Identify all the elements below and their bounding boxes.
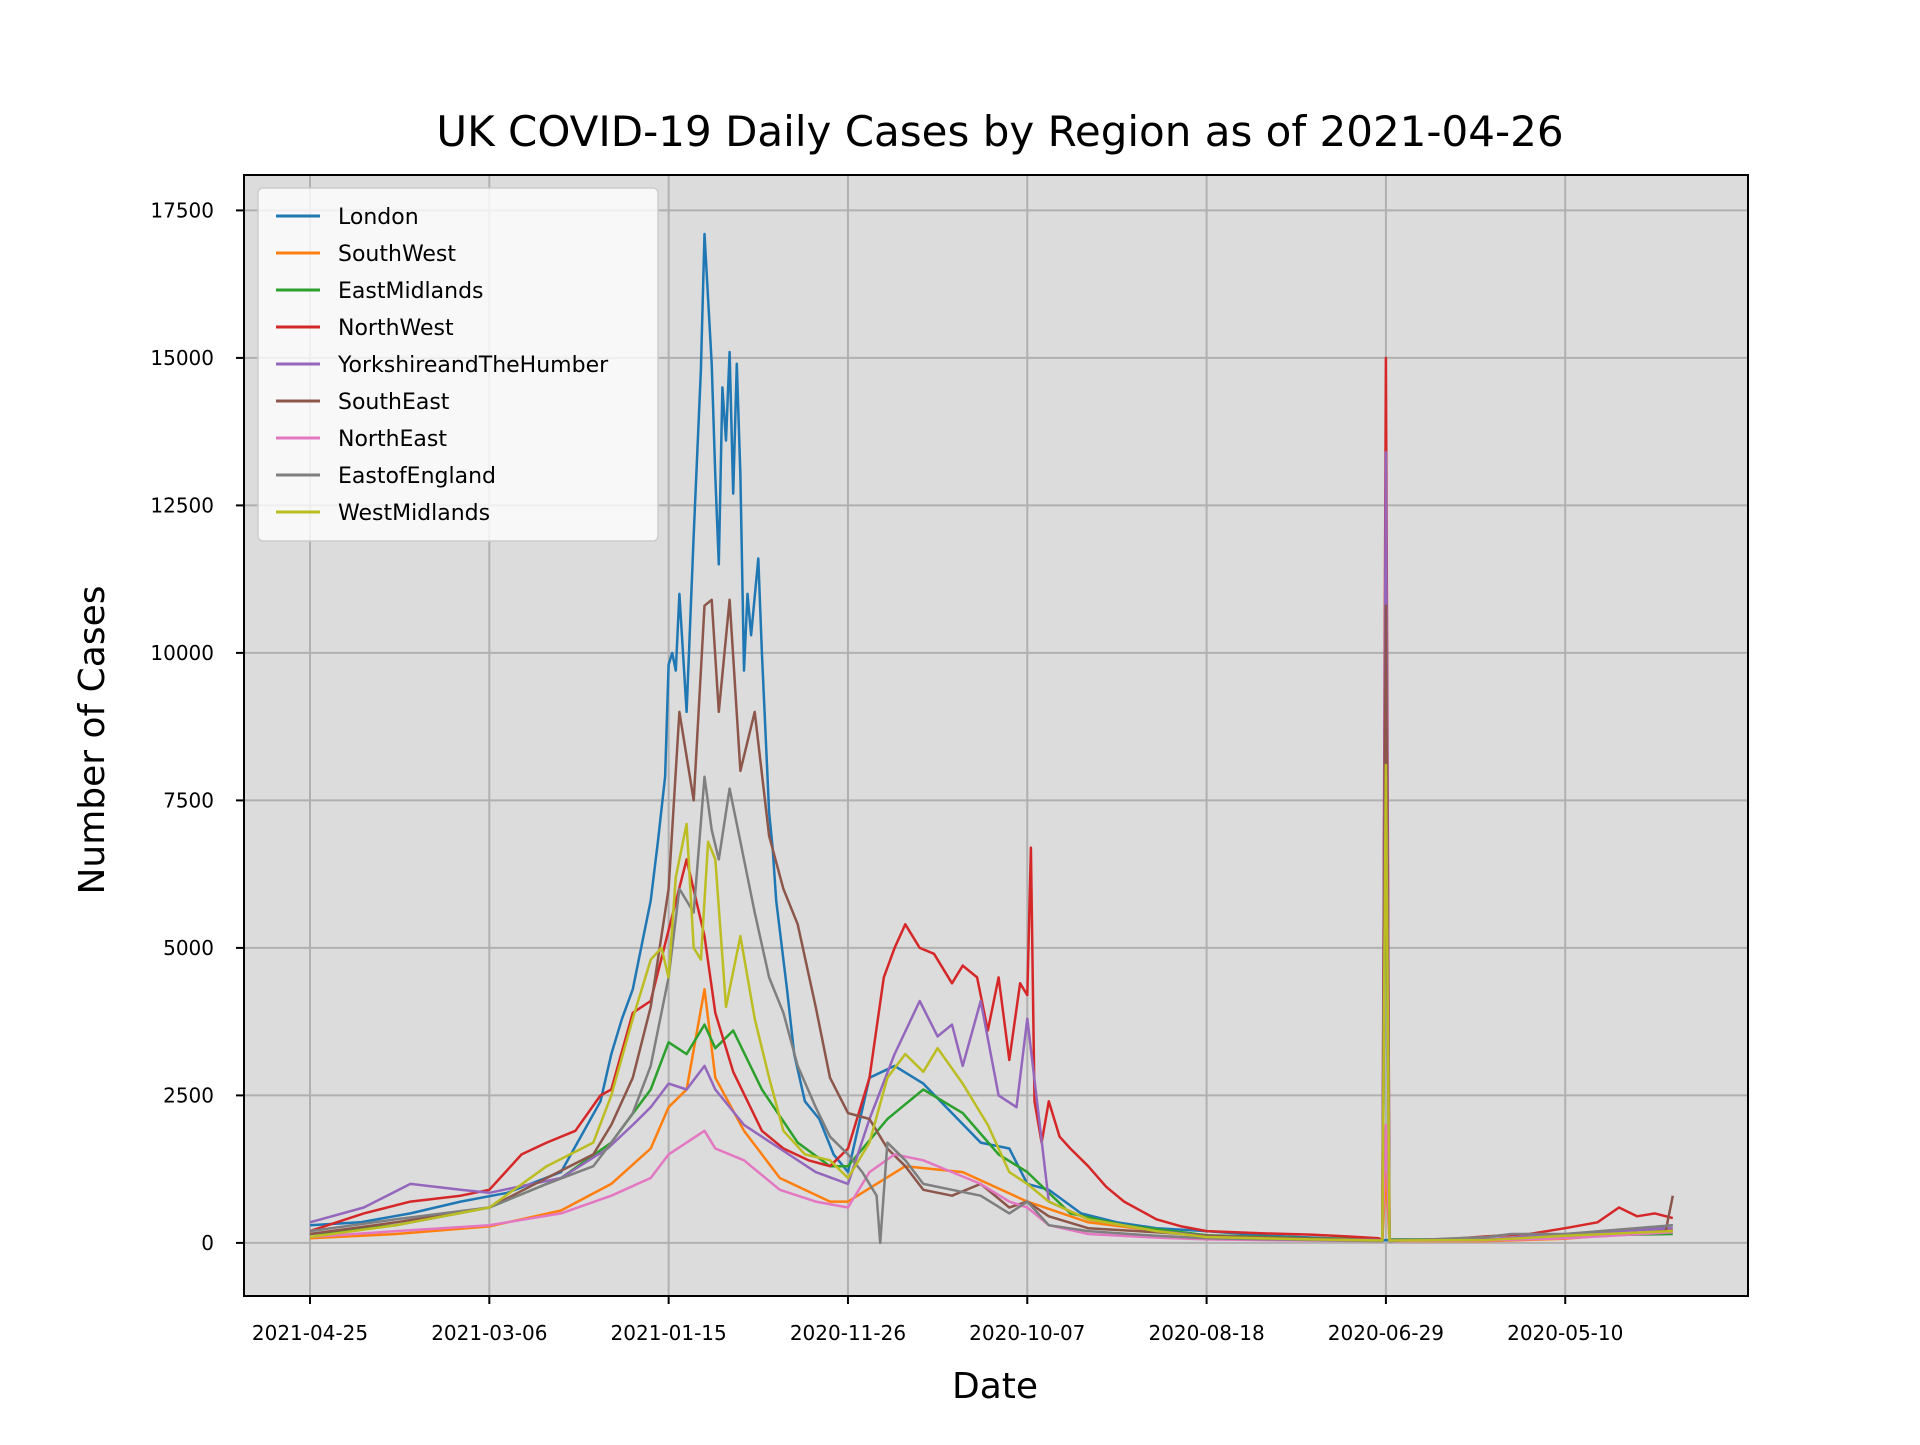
x-tick-label: 2020-05-10	[1507, 1321, 1623, 1345]
x-tick-label: 2021-04-25	[252, 1321, 368, 1345]
x-tick-label: 2020-06-29	[1328, 1321, 1444, 1345]
chart-title: UK COVID-19 Daily Cases by Region as of …	[436, 107, 1563, 156]
legend-label: EastMidlands	[338, 279, 484, 304]
legend-label: EastofEngland	[338, 464, 496, 489]
legend-label: SouthEast	[338, 390, 450, 415]
x-axis: 2021-04-25 2021-03-06 2021-01-15 2020-11-26…	[252, 1296, 1623, 1345]
series-line-WestMidlands	[309, 763, 1673, 1242]
y-tick-label: 2500	[163, 1083, 214, 1107]
legend-label: NorthEast	[338, 427, 447, 452]
y-tick-label: 5000	[163, 936, 214, 960]
x-tick-label: 2020-08-18	[1148, 1321, 1264, 1345]
legend: London SouthWest EastMidlands NorthWest York…	[257, 187, 659, 542]
x-tick-label: 2020-11-26	[790, 1321, 906, 1345]
x-tick-label: 2021-03-06	[431, 1321, 547, 1345]
legend-label: London	[338, 205, 419, 230]
y-tick-label: 0	[201, 1231, 214, 1255]
plot-frame	[243, 174, 1749, 1297]
legend-label: NorthWest	[338, 316, 454, 341]
x-tick-label: 2021-01-15	[611, 1321, 727, 1345]
legend-box	[257, 187, 659, 542]
y-tick-label: 10000	[150, 641, 214, 665]
legend-label: YorkshireandTheHumber	[337, 353, 609, 378]
y-axis: 0 2500 5000 7500 10000 12500 15000 17500	[150, 198, 244, 1255]
legend-label: SouthWest	[338, 242, 456, 267]
y-tick-label: 12500	[150, 493, 214, 517]
series-layer	[309, 232, 1675, 1245]
legend-label: WestMidlands	[338, 501, 490, 526]
y-tick-label: 17500	[150, 198, 214, 222]
x-axis-label: Date	[952, 1366, 1038, 1407]
y-tick-label: 15000	[150, 346, 214, 370]
y-tick-label: 7500	[163, 788, 214, 812]
y-axis-label: Number of Cases	[72, 585, 113, 894]
x-tick-label: 2020-10-07	[969, 1321, 1085, 1345]
